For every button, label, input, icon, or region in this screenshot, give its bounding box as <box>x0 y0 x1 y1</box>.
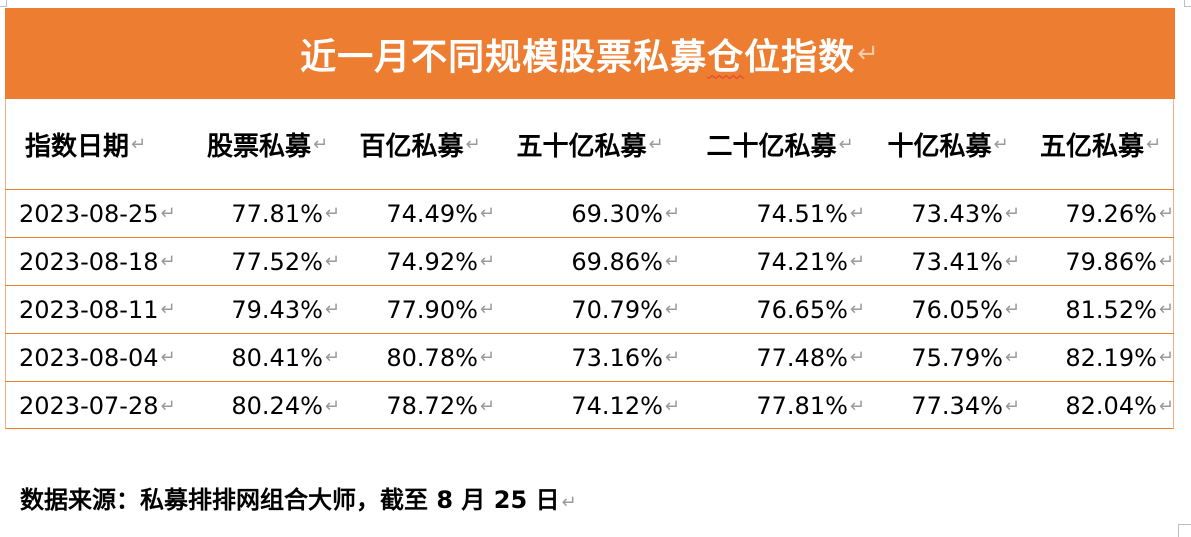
table-title: 近一月不同规模股票私募仓位指数 <box>300 36 856 78</box>
date-cell: 2023-07-28 ↵ <box>19 392 176 420</box>
date-cell: 2023-08-04 ↵ <box>19 343 176 372</box>
table-row: 2023-08-18 ↵ 77.52% ↵ 74.92% ↵ 69.86% ↵ 74.2… <box>5 238 1174 286</box>
table-row: 2023-08-25 ↵ 77.81% ↵ 74.49% ↵ 69.30% ↵ 74.5… <box>5 190 1174 238</box>
value-cell: 77.81% ↵ <box>756 392 865 420</box>
table-header-row: 指数日期 ↵ 股票私募 ↵ 百亿私募 ↵ 五十亿私募 ↵ 二十亿私募 ↵ 十亿私募 ↵ 五亿… <box>5 99 1174 190</box>
page-corner-mark <box>1184 0 1191 7</box>
header-cell: 五亿私募 ↵ <box>1039 131 1162 162</box>
value-cell: 74.49% ↵ <box>386 199 495 228</box>
value-cell: 75.79% ↵ <box>911 343 1020 372</box>
value-cell: 77.81% ↵ <box>231 199 340 228</box>
value-cell: 73.41% ↵ <box>911 247 1020 276</box>
header-cell: 指数日期 ↵ <box>25 131 147 162</box>
value-cell: 74.12% ↵ <box>571 392 680 420</box>
header-cell: 五十亿私募 ↵ <box>516 131 664 162</box>
value-cell: 74.21% ↵ <box>756 247 865 276</box>
value-cell: 79.43% ↵ <box>231 295 340 324</box>
header-cell: 十亿私募 ↵ <box>887 131 1009 162</box>
value-cell: 82.04% ↵ <box>1065 392 1174 420</box>
table-row: 2023-07-28 ↵ 80.24% ↵ 78.72% ↵ 74.12% ↵ 77.8… <box>5 382 1174 430</box>
value-cell: 77.48% ↵ <box>756 343 865 372</box>
value-cell: 73.43% ↵ <box>911 199 1020 228</box>
value-cell: 70.79% ↵ <box>571 295 680 324</box>
table-row: 2023-08-11 ↵ 79.43% ↵ 77.90% ↵ 70.79% ↵ 76.6… <box>5 286 1174 334</box>
value-cell: 69.86% ↵ <box>571 247 680 276</box>
table-title-bar: 近一月不同规模股票私募仓位指数 ↵ <box>5 8 1175 99</box>
value-cell: 76.65% ↵ <box>756 295 865 324</box>
value-cell: 81.52% ↵ <box>1065 295 1174 324</box>
value-cell: 77.34% ↵ <box>911 392 1020 420</box>
value-cell: 82.19% ↵ <box>1065 343 1174 372</box>
date-cell: 2023-08-11 ↵ <box>19 295 176 324</box>
page-corner-mark <box>1178 524 1191 537</box>
page-corner-mark <box>0 0 7 7</box>
value-cell: 74.92% ↵ <box>386 247 495 276</box>
value-cell: 80.41% ↵ <box>231 343 340 372</box>
data-table <box>5 99 1174 429</box>
value-cell: 74.51% ↵ <box>756 199 865 228</box>
value-cell: 78.72% ↵ <box>386 392 495 420</box>
value-cell: 77.90% ↵ <box>386 295 495 324</box>
value-cell: 80.24% ↵ <box>231 392 340 420</box>
value-cell: 73.16% ↵ <box>571 343 680 372</box>
header-cell: 二十亿私募 ↵ <box>706 131 854 162</box>
header-cell: 股票私募 ↵ <box>206 131 329 162</box>
paragraph-mark: ↵ <box>857 38 880 69</box>
date-cell: 2023-08-18 ↵ <box>19 247 176 276</box>
spellcheck-underline: 仓 <box>707 36 745 78</box>
value-cell: 79.26% ↵ <box>1065 199 1174 228</box>
value-cell: 76.05% ↵ <box>911 295 1020 324</box>
data-source-note: 数据来源：私募排排网组合大师，截至 8 月 25 日 ↵ <box>20 486 577 514</box>
value-cell: 79.86% ↵ <box>1065 247 1174 276</box>
table-row: 2023-08-04 ↵ 80.41% ↵ 80.78% ↵ 73.16% ↵ 77.4… <box>5 334 1174 382</box>
date-cell: 2023-08-25 ↵ <box>19 199 176 228</box>
value-cell: 77.52% ↵ <box>231 247 340 276</box>
value-cell: 80.78% ↵ <box>386 343 495 372</box>
header-cell: 百亿私募 ↵ <box>359 131 481 162</box>
value-cell: 69.30% ↵ <box>571 199 680 228</box>
